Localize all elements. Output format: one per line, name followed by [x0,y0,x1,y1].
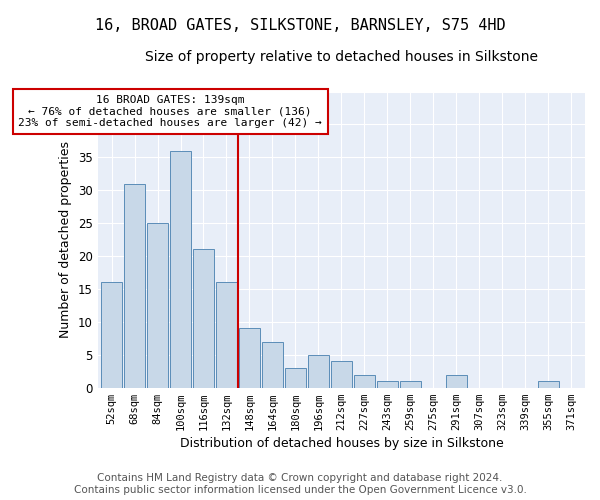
Text: 16, BROAD GATES, SILKSTONE, BARNSLEY, S75 4HD: 16, BROAD GATES, SILKSTONE, BARNSLEY, S7… [95,18,505,32]
Text: 16 BROAD GATES: 139sqm
← 76% of detached houses are smaller (136)
23% of semi-de: 16 BROAD GATES: 139sqm ← 76% of detached… [19,95,322,128]
Bar [285,368,306,388]
Bar [239,328,260,388]
Bar [331,362,352,388]
Bar [538,381,559,388]
Bar [400,381,421,388]
Bar [147,223,168,388]
Bar [170,151,191,388]
Bar [262,342,283,388]
Y-axis label: Number of detached properties: Number of detached properties [59,141,73,338]
Bar [101,282,122,388]
Bar [193,250,214,388]
Bar [377,381,398,388]
Text: Contains HM Land Registry data © Crown copyright and database right 2024.
Contai: Contains HM Land Registry data © Crown c… [74,474,526,495]
Bar [216,282,237,388]
Bar [354,374,375,388]
X-axis label: Distribution of detached houses by size in Silkstone: Distribution of detached houses by size … [179,437,503,450]
Bar [124,184,145,388]
Bar [446,374,467,388]
Title: Size of property relative to detached houses in Silkstone: Size of property relative to detached ho… [145,50,538,64]
Bar [308,355,329,388]
